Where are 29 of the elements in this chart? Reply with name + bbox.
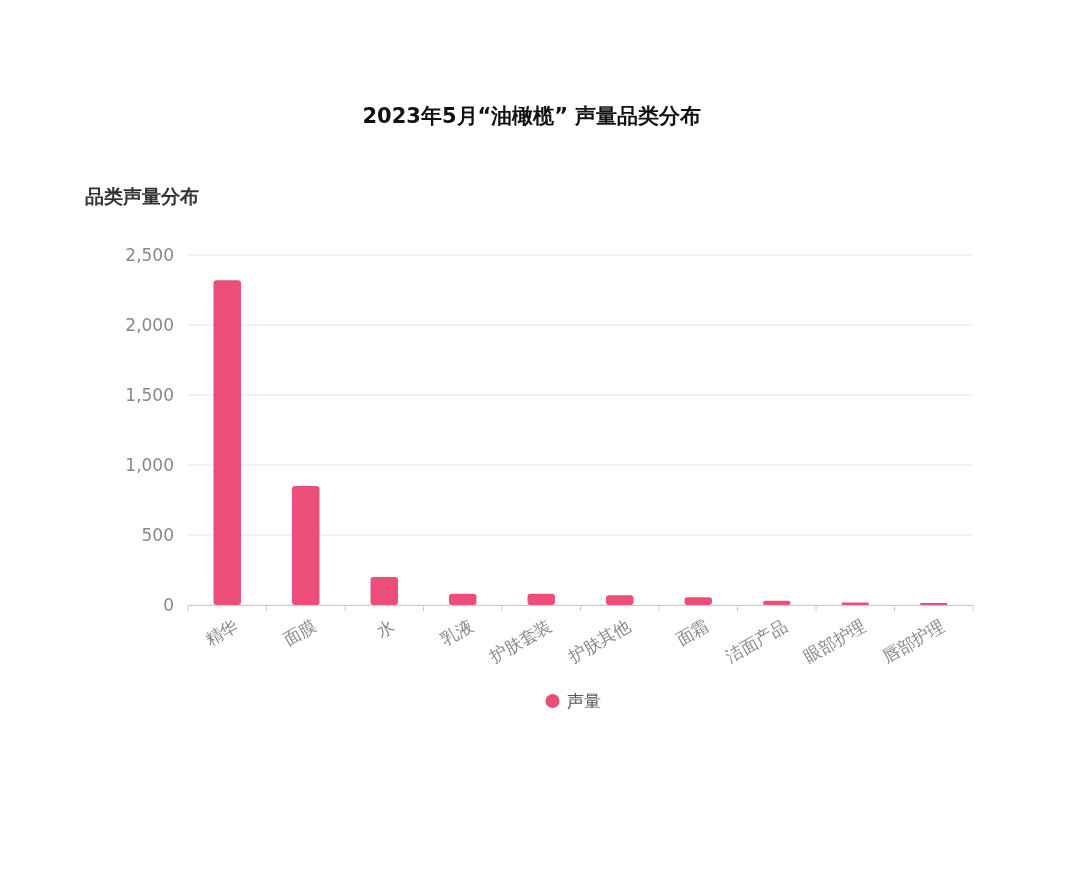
bar	[920, 602, 948, 605]
x-tick-label: 精华	[201, 615, 242, 650]
bar	[292, 486, 320, 605]
bar	[763, 600, 791, 605]
x-tick-label: 唇部护理	[878, 615, 948, 667]
bar	[684, 597, 712, 605]
y-tick-label: 2,500	[125, 244, 174, 265]
bar	[213, 280, 241, 605]
x-tick-label: 水	[373, 615, 399, 642]
x-tick-label: 洁面产品	[721, 615, 791, 667]
bar	[606, 595, 634, 605]
y-tick-label: 0	[163, 594, 174, 615]
bar	[527, 593, 555, 605]
legend-label: 声量	[566, 690, 601, 711]
x-tick-label: 护肤其他	[563, 615, 634, 668]
bar	[370, 577, 398, 605]
y-axis-title: 品类声量分布	[85, 185, 199, 207]
y-tick-label: 1,500	[125, 384, 174, 405]
x-tick-label: 面膜	[280, 615, 320, 650]
x-tick-label: 乳液	[437, 615, 477, 650]
chart-title: 2023年5月“油橄榄” 声量品类分布	[362, 104, 702, 128]
y-tick-label: 1,000	[125, 454, 174, 475]
y-tick-label: 500	[141, 524, 174, 545]
x-tick-label: 面霜	[672, 615, 713, 650]
x-tick-label: 眼部护理	[800, 615, 870, 667]
x-tick-label: 护肤套装	[485, 615, 556, 668]
bar	[449, 593, 477, 605]
y-tick-label: 2,000	[125, 314, 174, 335]
bar	[841, 602, 869, 605]
